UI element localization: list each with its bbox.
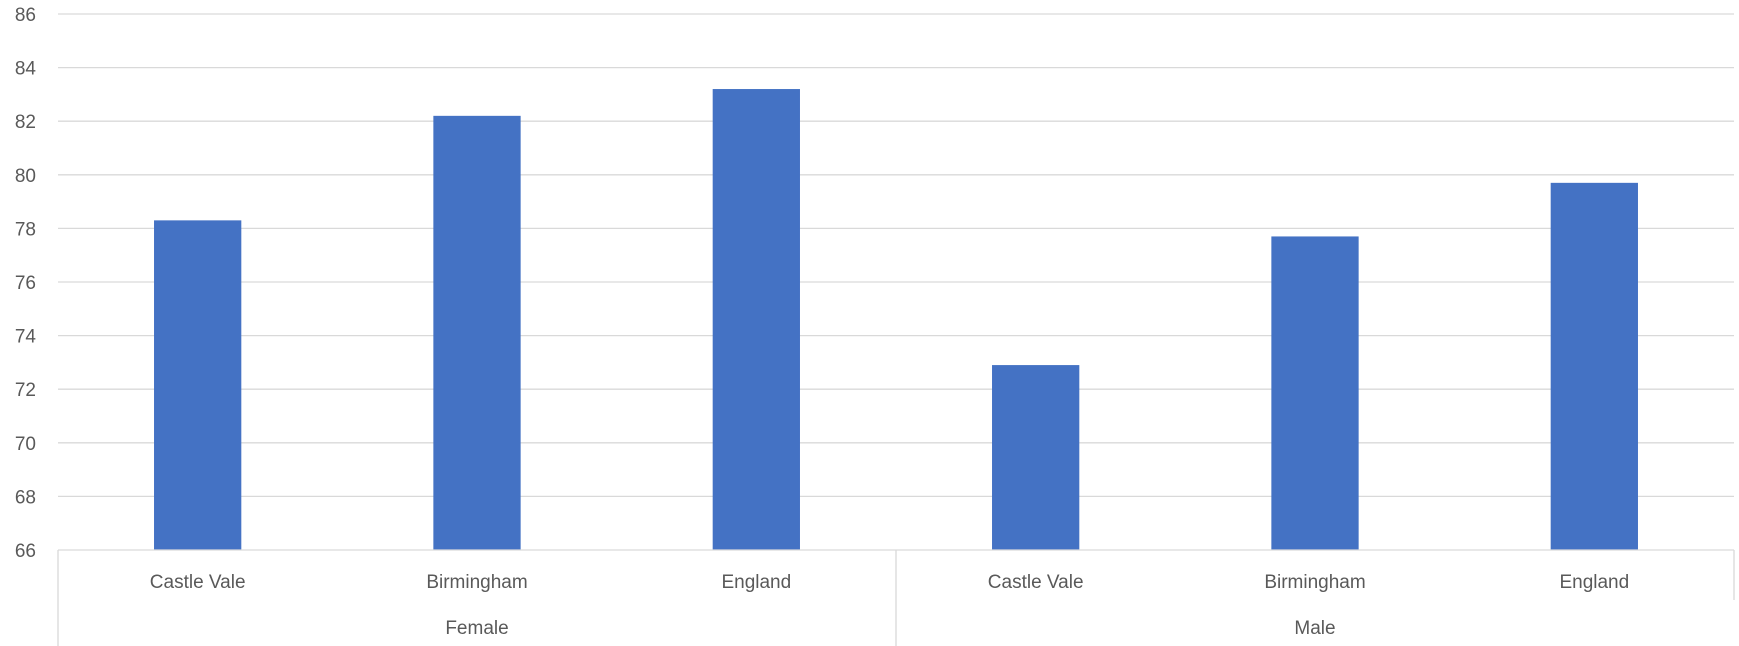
bar <box>1271 236 1359 550</box>
y-tick-label: 66 <box>15 541 36 562</box>
x-category-label: Birmingham <box>1264 572 1365 593</box>
bar <box>154 220 242 551</box>
bar <box>1550 182 1638 550</box>
x-category-label: Castle Vale <box>150 572 246 593</box>
x-category-label: Castle Vale <box>988 572 1084 593</box>
y-tick-label: 68 <box>15 487 36 508</box>
bar <box>712 89 800 550</box>
x-group-label: Male <box>1294 618 1335 639</box>
y-tick-label: 80 <box>15 166 36 187</box>
y-tick-label: 86 <box>15 5 36 26</box>
y-tick-label: 70 <box>15 434 36 455</box>
y-tick-label: 76 <box>15 273 36 294</box>
y-tick-label: 78 <box>15 219 36 240</box>
y-tick-label: 72 <box>15 380 36 401</box>
y-tick-label: 74 <box>15 327 37 348</box>
bar <box>433 115 521 550</box>
x-axis: Castle Vale Birmingham England Female Castle… <box>57 549 1735 646</box>
y-tick-label: 84 <box>15 59 37 80</box>
y-axis: 66 68 70 72 74 76 78 80 82 84 86 <box>15 5 37 562</box>
x-category-label: Birmingham <box>426 572 527 593</box>
x-category-label: England <box>721 572 791 593</box>
bar <box>992 365 1080 550</box>
gridlines <box>58 13 1734 498</box>
x-category-label: England <box>1559 572 1629 593</box>
y-tick-label: 82 <box>15 112 36 133</box>
bars <box>154 89 1638 551</box>
x-group-label: Female <box>445 618 508 639</box>
